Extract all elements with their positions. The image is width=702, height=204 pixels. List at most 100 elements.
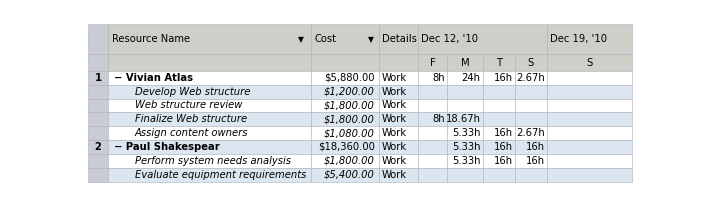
Bar bbox=[547, 168, 632, 182]
Bar bbox=[108, 71, 311, 85]
Text: Perform system needs analysis: Perform system needs analysis bbox=[135, 156, 291, 166]
Text: ▼: ▼ bbox=[298, 35, 304, 44]
Text: S: S bbox=[528, 58, 534, 68]
Text: ▼: ▼ bbox=[369, 35, 374, 44]
Text: Work: Work bbox=[382, 114, 406, 124]
Bar bbox=[418, 99, 447, 112]
Bar bbox=[108, 168, 311, 182]
Bar bbox=[447, 71, 483, 85]
Bar bbox=[515, 112, 547, 126]
Text: 2.67h: 2.67h bbox=[516, 73, 545, 83]
Bar bbox=[483, 71, 515, 85]
Bar bbox=[379, 168, 418, 182]
Bar bbox=[447, 168, 483, 182]
Bar bbox=[515, 140, 547, 154]
Bar bbox=[108, 24, 311, 54]
Bar bbox=[547, 24, 632, 54]
Bar bbox=[418, 24, 547, 54]
Text: Dec 12, '10: Dec 12, '10 bbox=[420, 34, 477, 44]
Bar bbox=[515, 154, 547, 168]
Bar bbox=[515, 71, 547, 85]
Bar bbox=[379, 71, 418, 85]
Bar bbox=[418, 71, 447, 85]
Bar bbox=[418, 126, 447, 140]
Bar bbox=[108, 154, 311, 168]
Bar bbox=[447, 140, 483, 154]
Text: 16h: 16h bbox=[494, 156, 512, 166]
Bar bbox=[311, 112, 379, 126]
Bar bbox=[311, 154, 379, 168]
Bar bbox=[515, 85, 547, 99]
Bar bbox=[379, 54, 418, 71]
Text: − Paul Shakespear: − Paul Shakespear bbox=[114, 142, 220, 152]
Bar bbox=[379, 99, 418, 112]
Text: Work: Work bbox=[382, 170, 406, 180]
Bar bbox=[108, 85, 311, 99]
Bar bbox=[547, 99, 632, 112]
Bar bbox=[88, 168, 108, 182]
Text: $1,200.00: $1,200.00 bbox=[324, 86, 375, 96]
Text: 16h: 16h bbox=[526, 156, 545, 166]
Bar bbox=[418, 54, 447, 71]
Bar bbox=[515, 168, 547, 182]
Bar bbox=[483, 126, 515, 140]
Text: 16h: 16h bbox=[494, 73, 512, 83]
Text: 24h: 24h bbox=[461, 73, 481, 83]
Bar bbox=[379, 85, 418, 99]
Bar bbox=[447, 154, 483, 168]
Bar bbox=[515, 99, 547, 112]
Bar bbox=[483, 140, 515, 154]
Bar bbox=[311, 168, 379, 182]
Text: Finalize Web structure: Finalize Web structure bbox=[135, 114, 246, 124]
Text: 16h: 16h bbox=[494, 128, 512, 138]
Bar bbox=[418, 112, 447, 126]
Bar bbox=[88, 71, 108, 85]
Bar bbox=[483, 85, 515, 99]
Text: − Vivian Atlas: − Vivian Atlas bbox=[114, 73, 193, 83]
Text: Dec 19, '10: Dec 19, '10 bbox=[550, 34, 607, 44]
Text: Work: Work bbox=[382, 86, 406, 96]
Bar bbox=[108, 54, 311, 71]
Bar bbox=[379, 112, 418, 126]
Bar bbox=[515, 126, 547, 140]
Text: 5.33h: 5.33h bbox=[452, 142, 481, 152]
Text: Work: Work bbox=[382, 156, 406, 166]
Bar bbox=[88, 126, 108, 140]
Bar bbox=[379, 140, 418, 154]
Bar bbox=[108, 126, 311, 140]
Bar bbox=[447, 85, 483, 99]
Text: 5.33h: 5.33h bbox=[452, 156, 481, 166]
Bar bbox=[88, 140, 108, 154]
Text: 8h: 8h bbox=[432, 114, 445, 124]
Text: 5.33h: 5.33h bbox=[452, 128, 481, 138]
Bar bbox=[311, 24, 379, 54]
Bar bbox=[447, 54, 483, 71]
Text: $1,800.00: $1,800.00 bbox=[324, 156, 375, 166]
Text: $18,360.00: $18,360.00 bbox=[318, 142, 375, 152]
Bar bbox=[108, 112, 311, 126]
Bar bbox=[418, 168, 447, 182]
Bar bbox=[88, 99, 108, 112]
Bar bbox=[547, 112, 632, 126]
Text: $1,800.00: $1,800.00 bbox=[324, 100, 375, 110]
Bar bbox=[447, 99, 483, 112]
Text: 1: 1 bbox=[95, 73, 102, 83]
Bar bbox=[547, 54, 632, 71]
Bar bbox=[88, 24, 108, 54]
Text: $5,880.00: $5,880.00 bbox=[324, 73, 375, 83]
Bar bbox=[311, 140, 379, 154]
Bar bbox=[108, 99, 311, 112]
Text: F: F bbox=[430, 58, 435, 68]
Text: 16h: 16h bbox=[494, 142, 512, 152]
Text: 18.67h: 18.67h bbox=[446, 114, 481, 124]
Bar bbox=[88, 154, 108, 168]
Text: Cost: Cost bbox=[314, 34, 336, 44]
Bar bbox=[547, 140, 632, 154]
Text: 2: 2 bbox=[95, 142, 102, 152]
Text: 16h: 16h bbox=[526, 142, 545, 152]
Bar bbox=[311, 54, 379, 71]
Text: Work: Work bbox=[382, 100, 406, 110]
Text: S: S bbox=[586, 58, 592, 68]
Bar bbox=[418, 85, 447, 99]
Text: Work: Work bbox=[382, 142, 406, 152]
